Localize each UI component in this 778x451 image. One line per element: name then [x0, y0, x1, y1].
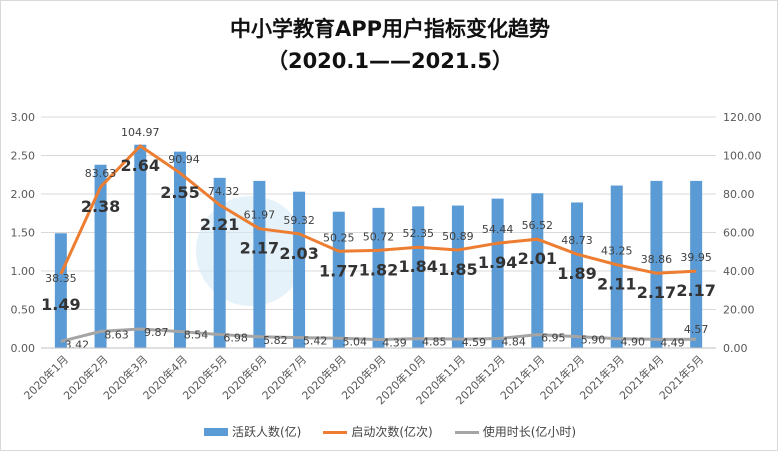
duration-data-label: 5.42	[303, 335, 328, 348]
left-tick-label: 2.50	[11, 150, 36, 163]
duration-data-label: 5.04	[343, 335, 368, 348]
bar	[451, 205, 464, 348]
launch-data-label: 74.32	[208, 185, 240, 198]
duration-data-label: 5.90	[581, 334, 606, 347]
bar	[412, 206, 425, 348]
bar	[213, 177, 226, 348]
duration-data-label: 9.87	[144, 326, 169, 339]
bar-data-label: 2.17	[240, 239, 279, 258]
bar-data-label: 2.11	[597, 275, 636, 294]
bar	[372, 207, 385, 348]
duration-data-label: 4.84	[501, 336, 526, 349]
bar	[253, 180, 266, 348]
duration-data-label: 3.42	[65, 338, 90, 351]
legend-item-launches: 启动次数(亿次)	[323, 423, 433, 440]
launch-data-label: 38.86	[641, 253, 673, 266]
left-tick-label: 1.50	[11, 227, 36, 240]
left-tick-label: 0.50	[11, 304, 36, 317]
bar	[173, 151, 186, 348]
right-tick-label: 80.00	[723, 188, 755, 201]
duration-data-label: 8.54	[184, 329, 209, 342]
bar-data-label: 1.94	[478, 253, 517, 272]
right-tick-label: 40.00	[723, 265, 755, 278]
duration-data-label: 4.57	[684, 323, 709, 336]
bar	[610, 185, 623, 348]
legend-swatch-line-icon	[454, 430, 479, 434]
bar	[571, 202, 584, 348]
legend-item-duration: 使用时长(亿小时)	[454, 423, 577, 440]
launch-data-label: 48.73	[561, 234, 593, 247]
bar-data-label: 2.21	[200, 215, 239, 234]
bar-data-label: 2.17	[676, 281, 715, 300]
bar-data-label: 1.89	[557, 264, 596, 283]
legend: 活跃人数(亿) 启动次数(亿次) 使用时长(亿小时)	[1, 423, 777, 440]
launch-data-label: 52.35	[402, 227, 434, 240]
duration-data-label: 4.39	[382, 337, 407, 350]
left-tick-label: 1.00	[11, 265, 36, 278]
bar	[531, 193, 544, 348]
bar-data-label: 2.38	[81, 197, 120, 216]
launch-data-label: 39.95	[680, 251, 712, 264]
duration-data-label: 4.59	[462, 336, 487, 349]
bar-data-label: 1.49	[41, 295, 80, 314]
bar	[54, 233, 67, 348]
launch-data-label: 56.52	[522, 219, 554, 232]
bar-data-label: 2.17	[637, 283, 676, 302]
right-tick-label: 0.00	[723, 342, 748, 355]
bar	[650, 180, 663, 348]
bar-data-label: 2.55	[160, 183, 199, 202]
left-tick-label: 0.00	[11, 342, 36, 355]
chart-title: 中小学教育APP用户指标变化趋势	[229, 17, 551, 41]
bar-data-label: 2.03	[279, 244, 318, 263]
duration-data-label: 6.95	[541, 332, 566, 345]
launch-data-label: 104.97	[121, 126, 160, 139]
line-launches	[59, 143, 697, 275]
launch-data-label: 50.89	[442, 230, 474, 243]
legend-label: 启动次数(亿次)	[351, 425, 433, 439]
launch-data-label: 59.32	[283, 214, 315, 227]
bar	[690, 180, 703, 348]
bar-data-label: 1.84	[398, 257, 437, 276]
bar-data-label: 2.64	[121, 156, 160, 175]
duration-data-label: 5.82	[263, 334, 288, 347]
launch-data-label: 43.25	[601, 245, 633, 258]
bar-data-label: 1.77	[319, 261, 358, 280]
line-duration	[60, 327, 697, 343]
right-tick-label: 100.00	[723, 150, 762, 163]
bar-data-label: 2.01	[518, 249, 557, 268]
right-tick-label: 20.00	[723, 304, 755, 317]
legend-label: 使用时长(亿小时)	[482, 425, 577, 439]
left-tick-label: 3.00	[11, 111, 36, 124]
launch-data-label: 50.25	[323, 231, 355, 244]
launch-data-label: 83.63	[85, 167, 117, 180]
legend-swatch-line-icon	[323, 430, 348, 434]
legend-swatch-bar-icon	[203, 427, 228, 436]
bar	[134, 144, 147, 348]
launch-data-label: 61.97	[244, 209, 276, 222]
right-tick-label: 120.00	[723, 111, 762, 124]
launch-data-label: 50.72	[363, 230, 395, 243]
legend-label: 活跃人数(亿)	[231, 425, 302, 439]
bar	[491, 198, 504, 348]
duration-data-label: 6.98	[223, 332, 248, 345]
bar-data-label: 1.85	[438, 260, 477, 279]
launch-data-label: 38.35	[45, 272, 77, 285]
duration-data-label: 8.63	[104, 328, 129, 341]
legend-item-active: 活跃人数(亿)	[203, 423, 302, 440]
duration-data-label: 4.49	[660, 336, 685, 349]
bar	[293, 191, 306, 348]
launch-data-label: 90.94	[168, 153, 200, 166]
left-tick-label: 2.00	[11, 188, 36, 201]
chart-subtitle: （2020.1——2021.5）	[266, 49, 514, 73]
bar	[94, 164, 107, 348]
duration-data-label: 4.85	[422, 336, 447, 349]
bar	[332, 211, 345, 348]
duration-data-label: 4.90	[620, 336, 645, 349]
bar-data-label: 1.82	[359, 260, 398, 279]
launch-data-label: 54.44	[482, 223, 514, 236]
right-tick-label: 60.00	[723, 227, 755, 240]
